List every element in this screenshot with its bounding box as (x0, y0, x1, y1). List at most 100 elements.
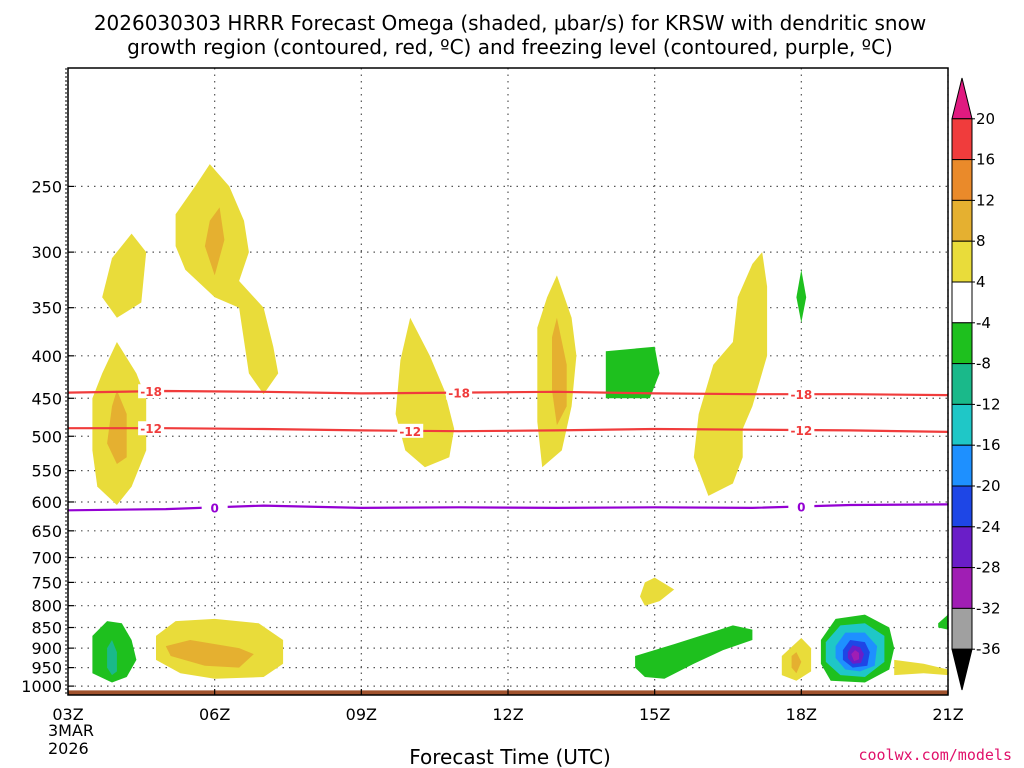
freezing-level-label-2: 0 (797, 500, 805, 514)
chart-title-line2: growth region (contoured, red, ºC) and f… (127, 35, 893, 59)
colorbar-segment-15 (951, 648, 973, 691)
contour-m18-label-bg-3 (788, 387, 815, 402)
colorbar-segment-11 (951, 485, 973, 528)
omega-area-5 (204, 207, 225, 276)
colorbar-label-14: -36 (976, 640, 1001, 658)
colorbar-segment-7 (951, 322, 973, 365)
colorbar-segment-6 (951, 281, 973, 324)
y-tick-label-1000: 1000 (21, 677, 62, 696)
colorbar-segment-4 (951, 199, 973, 242)
y-tick-label-750: 750 (31, 573, 62, 592)
contours: -18 -18 -18 -12 -12 -12 0 0 (67, 384, 949, 515)
y-axis: 2503003504004505005506006507007508008509… (21, 177, 74, 696)
colorbar-label-13: -32 (976, 599, 1001, 617)
x-tick-label-03Z: 03Z (52, 705, 83, 724)
date-label-month: 3MAR (48, 721, 94, 740)
omega-area-9 (605, 346, 660, 399)
colorbar-segment-10 (951, 444, 973, 487)
y-tick-label-600: 600 (31, 493, 62, 512)
y-tick-label-950: 950 (31, 659, 62, 678)
omega-area-19 (791, 652, 802, 674)
date-label-year: 2026 (48, 739, 89, 758)
x-tick-label-18Z: 18Z (786, 705, 817, 724)
contour-m18-label-1: -18 (140, 385, 162, 399)
colorbar-label-9: -16 (976, 436, 1001, 454)
colorbar-segment-2 (951, 118, 973, 161)
contour-m18-label-3: -18 (790, 388, 812, 402)
colorbar-segment-3 (951, 159, 973, 201)
y-tick-label-300: 300 (31, 243, 62, 262)
contour-m12-label-1: -12 (140, 422, 162, 436)
contour-m18-label-2: -18 (448, 387, 470, 401)
x-tick-label-21Z: 21Z (932, 705, 963, 724)
chart-title-line1: 2026030303 HRRR Forecast Omega (shaded, … (94, 11, 926, 35)
omega-area-10 (693, 252, 768, 496)
y-tick-label-550: 550 (31, 462, 62, 481)
y-tick-label-800: 800 (31, 597, 62, 616)
y-tick-label-500: 500 (31, 427, 62, 446)
x-tick-label-09Z: 09Z (346, 705, 377, 724)
freezing-level-label-bg-1 (201, 500, 228, 515)
plot-frame (65, 67, 949, 696)
omega-area-16 (165, 640, 254, 668)
y-tick-label-850: 850 (31, 619, 62, 638)
x-axis: 03Z 06Z 09Z 12Z 15Z 18Z 21Z (52, 689, 964, 724)
colorbar-segment-12 (951, 526, 973, 569)
contour-m12-label-bg-1 (138, 421, 165, 436)
x-tick-label-06Z: 06Z (199, 705, 230, 724)
y-tick-label-450: 450 (31, 389, 62, 408)
colorbar-label-2: 16 (976, 151, 995, 169)
omega-area-27 (938, 614, 948, 630)
freezing-level-label-1: 0 (210, 501, 218, 515)
y-tick-label-350: 350 (31, 299, 62, 318)
colorbar-label-6: -4 (976, 314, 991, 332)
y-tick-label-900: 900 (31, 639, 62, 658)
x-tick-label-12Z: 12Z (492, 705, 523, 724)
omega-area-14 (107, 640, 117, 676)
contour-m12-line (68, 427, 949, 433)
colorbar-label-3: 12 (976, 191, 995, 209)
contour-m18-label-bg-2 (446, 385, 473, 400)
omega-area-4 (175, 164, 279, 395)
colorbar-label-1: 20 (976, 110, 995, 128)
omega-area-11 (796, 269, 807, 323)
colorbar-label-5: 4 (976, 273, 986, 291)
colorbar-label-11: -24 (976, 518, 1001, 536)
contour-m18-label-bg-1 (138, 384, 165, 399)
contour-m12-label-bg-3 (788, 423, 815, 438)
colorbar-segment-13 (951, 567, 973, 609)
colorbar-segment-9 (951, 403, 973, 446)
omega-area-8 (552, 317, 567, 426)
colorbar-label-8: -12 (976, 395, 1001, 413)
y-tick-label-700: 700 (31, 549, 62, 568)
y-tick-label-650: 650 (31, 522, 62, 541)
colorbar-label-10: -20 (976, 477, 1001, 495)
colorbar-segment-8 (951, 363, 973, 405)
y-tick-label-250: 250 (31, 177, 62, 196)
omega-area-17 (635, 625, 753, 679)
colorbar-label-12: -28 (976, 559, 1001, 577)
omega-area-1 (102, 233, 147, 318)
omega-area-25 (851, 650, 859, 662)
credit-text: coolwx.com/models (858, 746, 1012, 764)
colorbar-label-4: 8 (976, 232, 986, 250)
colorbar-label-7: -8 (976, 355, 991, 373)
contour-m12-label-bg-2 (397, 423, 424, 438)
omega-area-12 (640, 577, 675, 606)
colorbar-segment-1 (951, 77, 973, 120)
contour-m12-label-2: -12 (399, 425, 421, 439)
colorbar: 20 16 12 8 4 -4 -8 -12 -16 -20 -24 -28 -32 -36 (951, 77, 1001, 691)
colorbar-segment-14 (951, 607, 973, 650)
contour-m12-label-3: -12 (790, 424, 812, 438)
x-axis-label: Forecast Time (UTC) (409, 745, 611, 768)
x-tick-label-15Z: 15Z (639, 705, 670, 724)
freezing-level-line (67, 503, 949, 512)
freezing-level-label-bg-2 (788, 499, 815, 514)
omega-area-26 (894, 659, 948, 676)
omega-shading (92, 164, 948, 683)
colorbar-segment-5 (951, 240, 973, 283)
y-tick-label-400: 400 (31, 347, 62, 366)
grid (67, 68, 949, 695)
